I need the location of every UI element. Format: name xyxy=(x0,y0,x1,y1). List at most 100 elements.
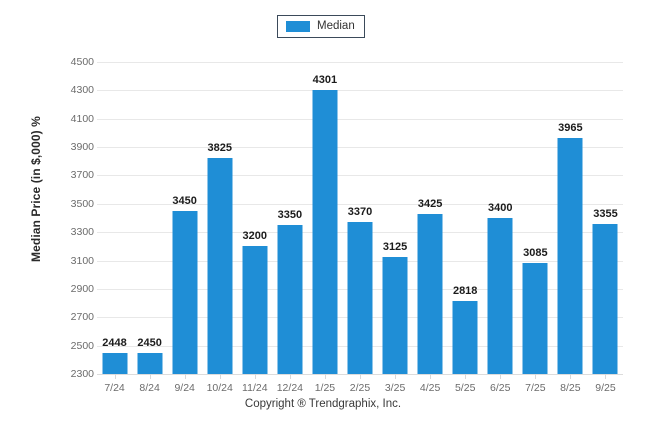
x-axis-tick-label: 2/25 xyxy=(349,382,371,394)
x-axis-tick-mark xyxy=(500,374,502,379)
bar-value-label: 3400 xyxy=(488,202,513,214)
bar[interactable] xyxy=(207,157,233,374)
bar[interactable] xyxy=(347,222,373,374)
bar-slot: 3355 9/25 xyxy=(588,62,623,394)
x-axis-tick-mark xyxy=(324,374,326,379)
bar-slot: 3450 9/24 xyxy=(167,62,202,394)
bar-slot: 3085 7/25 xyxy=(518,62,553,394)
x-axis-tick-mark xyxy=(430,374,432,379)
bar-value-label: 3825 xyxy=(207,141,232,154)
x-axis-tick-mark xyxy=(289,374,291,379)
bar-value-label: 3125 xyxy=(382,241,408,253)
x-axis-tick-label: 5/25 xyxy=(454,382,476,394)
bar-value-label: 3200 xyxy=(242,230,268,243)
x-axis-tick-label: 8/25 xyxy=(560,382,581,394)
bar[interactable] xyxy=(592,224,618,374)
bar-value-label: 3450 xyxy=(172,194,197,207)
bar-value-label: 4301 xyxy=(312,74,338,87)
bar-value-label: 2448 xyxy=(102,337,127,350)
x-axis-tick-label: 8/24 xyxy=(139,382,160,394)
x-axis-tick-mark xyxy=(184,374,186,379)
y-axis-tick-label: 3100 xyxy=(70,255,94,267)
bar-slot: 4301 1/25 xyxy=(307,62,342,394)
bar-slot: 3825 10/24 xyxy=(202,62,237,394)
bar-value-label: 3355 xyxy=(593,208,618,221)
y-axis-tick-label: 4500 xyxy=(70,56,94,68)
x-axis-tick-mark xyxy=(535,374,537,379)
y-axis-tick-label: 4100 xyxy=(70,113,94,125)
gridline xyxy=(97,90,623,91)
bar[interactable] xyxy=(312,90,338,374)
x-axis-tick-mark xyxy=(605,374,607,379)
y-axis-tick-label: 3500 xyxy=(70,198,94,210)
bar-slot: 2450 8/24 xyxy=(132,62,167,394)
x-axis-tick-mark xyxy=(570,374,572,379)
copyright-notice: Copyright ® Trendgraphix, Inc. xyxy=(244,398,402,410)
y-axis-tick-label: 4300 xyxy=(70,84,94,96)
bar[interactable] xyxy=(522,262,548,374)
y-axis-tick-label: 2900 xyxy=(70,283,94,295)
x-axis-tick-label: 6/25 xyxy=(490,382,511,394)
bar[interactable] xyxy=(172,210,198,374)
gridline xyxy=(97,204,623,205)
bar-value-label: 2818 xyxy=(452,284,478,297)
bar-slot: 3370 2/25 xyxy=(342,62,377,394)
x-axis-tick-label: 3/25 xyxy=(384,382,406,394)
x-axis-tick-label: 7/24 xyxy=(104,382,125,394)
bar-series-median: 2448 7/24 2450 8/24 3450 9/24 3825 10/24 3200 11/… xyxy=(97,62,623,394)
x-axis-tick-mark xyxy=(395,374,397,379)
x-axis-tick-label: 12/24 xyxy=(276,382,303,394)
bar[interactable] xyxy=(487,218,513,374)
x-axis-tick-label: 1/25 xyxy=(314,382,336,394)
x-axis-tick-mark xyxy=(114,374,116,379)
y-axis-tick-label: 2300 xyxy=(70,368,94,380)
chart-legend[interactable]: Median xyxy=(277,15,365,38)
bar-value-label: 3965 xyxy=(558,121,583,134)
bar-slot: 3400 6/25 xyxy=(483,62,518,394)
y-axis-tick-label: 3900 xyxy=(70,141,94,153)
bar-value-label: 2450 xyxy=(137,336,162,349)
y-axis-tick-label: 2500 xyxy=(70,340,94,352)
bar[interactable] xyxy=(452,300,478,374)
bar-slot: 2818 5/25 xyxy=(448,62,483,394)
x-axis-tick-label: 4/25 xyxy=(419,382,441,394)
gridline xyxy=(97,175,623,176)
bar-value-label: 3370 xyxy=(347,206,373,219)
bar-slot: 3425 4/25 xyxy=(413,62,448,394)
bar[interactable] xyxy=(417,214,443,374)
bar[interactable] xyxy=(242,246,268,374)
bar[interactable] xyxy=(137,352,163,374)
bar-slot: 3200 11/24 xyxy=(237,62,272,394)
y-axis-tick-label: 2700 xyxy=(70,311,94,323)
plot-area: 2448 7/24 2450 8/24 3450 9/24 3825 10/24 3200 11/… xyxy=(97,62,623,394)
bar[interactable] xyxy=(102,353,128,374)
x-axis-tick-mark xyxy=(465,374,467,379)
x-axis-tick-label: 7/25 xyxy=(525,382,546,394)
y-axis-tick-label: 3300 xyxy=(70,226,94,238)
gridline xyxy=(97,119,623,120)
bar-slot: 3350 12/24 xyxy=(272,62,307,394)
bar-slot: 2448 7/24 xyxy=(97,62,132,394)
gridline xyxy=(97,147,623,148)
x-axis-tick-mark xyxy=(254,374,256,379)
legend-item-label: Median xyxy=(317,19,355,32)
y-axis-tick-labels: 2300 2500 2700 2900 3100 3300 3500 3700 3900 4100… xyxy=(50,56,94,380)
bar-value-label: 3085 xyxy=(523,246,548,259)
x-axis-tick-mark xyxy=(359,374,361,379)
bar-value-label: 3425 xyxy=(417,198,443,211)
bar[interactable] xyxy=(277,225,303,374)
x-axis-tick-label: 9/25 xyxy=(595,382,616,394)
bar-value-label: 3350 xyxy=(277,209,303,222)
x-axis-tick-label: 9/24 xyxy=(174,382,195,394)
bar[interactable] xyxy=(557,137,583,374)
y-axis-title: Median Price (in $,000) % xyxy=(29,116,43,262)
gridline xyxy=(97,62,623,63)
bar[interactable] xyxy=(382,257,408,374)
x-axis-tick-mark xyxy=(149,374,151,379)
x-axis-tick-label: 11/24 xyxy=(242,382,268,394)
bar-slot: 3125 3/25 xyxy=(378,62,413,394)
bar-slot: 3965 8/25 xyxy=(553,62,588,394)
y-axis-tick-label: 3700 xyxy=(70,169,94,181)
x-axis-tick-label: 10/24 xyxy=(206,382,233,394)
